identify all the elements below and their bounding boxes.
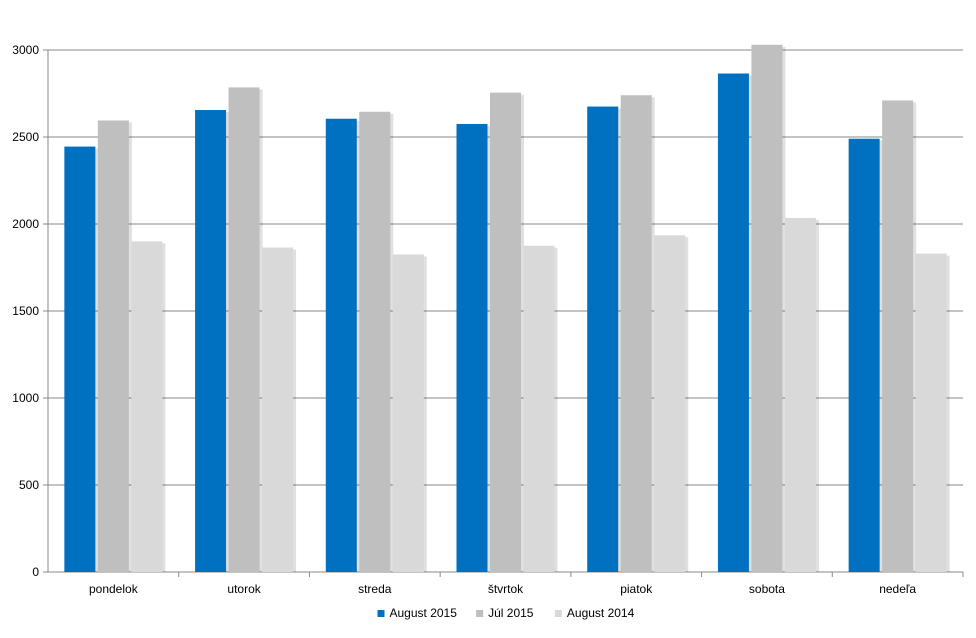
bar: August 2014 – utorok: 1865	[262, 247, 294, 573]
bar: Júl 2015 – pondelok: 2595	[97, 120, 129, 572]
legend: August 2015 Júl 2015 August 2014	[377, 606, 635, 620]
y-tick-label: 1500	[12, 304, 39, 318]
legend-swatch	[377, 610, 385, 617]
bar: Júl 2015 – sobota: 3030	[751, 44, 783, 572]
bar: Júl 2015 – utorok: 2785	[228, 87, 260, 572]
bar: Júl 2015 – streda: 2645	[359, 111, 391, 573]
bar: August 2015 – utorok: 2655	[195, 110, 227, 572]
y-tick-label: 500	[19, 478, 39, 492]
y-tick-label: 2500	[12, 130, 39, 144]
y-tick-label: 2000	[12, 217, 39, 231]
y-tick-label: 3000	[12, 43, 39, 57]
legend-swatch	[476, 610, 484, 617]
bar: August 2014 – streda: 1825	[392, 254, 424, 572]
bar: August 2015 – nedeľa: 2490	[848, 138, 880, 573]
bar: August 2015 – pondelok: 2445	[64, 146, 96, 572]
legend-label: Júl 2015	[488, 606, 534, 620]
x-tick-label: utorok	[227, 582, 261, 596]
legend-label: August 2015	[390, 606, 458, 620]
x-tick-label: štvrtok	[488, 582, 524, 596]
y-tick-label: 1000	[12, 391, 39, 405]
x-tick-label: streda	[358, 582, 392, 596]
y-tick-label: 0	[32, 565, 39, 579]
bar: August 2014 – sobota: 2035	[784, 217, 816, 572]
bar: Júl 2015 – nedeľa: 2710	[882, 100, 914, 573]
bar: August 2014 – pondelok: 1900	[131, 241, 163, 572]
x-tick-label: pondelok	[89, 582, 139, 596]
legend-label: August 2014	[567, 606, 635, 620]
bar: August 2014 – piatok: 1935	[654, 235, 686, 572]
bar: August 2015 – sobota: 2865	[717, 73, 749, 573]
bar: August 2015 – piatok: 2675	[587, 106, 619, 573]
bar: August 2015 – štvrtok: 2575	[456, 123, 488, 572]
bar: August 2014 – štvrtok: 1875	[523, 245, 555, 572]
legend-swatch	[554, 610, 562, 617]
bar: Júl 2015 – štvrtok: 2755	[490, 92, 521, 572]
bar: August 2015 – streda: 2605	[325, 118, 357, 572]
bar: Júl 2015 – piatok: 2740	[620, 95, 652, 573]
x-tick-label: sobota	[749, 582, 785, 596]
x-tick-label: piatok	[620, 582, 653, 596]
bar: August 2014 – nedeľa: 1830	[915, 253, 947, 572]
bars: August 2015 – pondelok: 2445Júl 2015 – p…	[64, 44, 950, 573]
x-tick-label: nedeľa	[879, 582, 916, 596]
